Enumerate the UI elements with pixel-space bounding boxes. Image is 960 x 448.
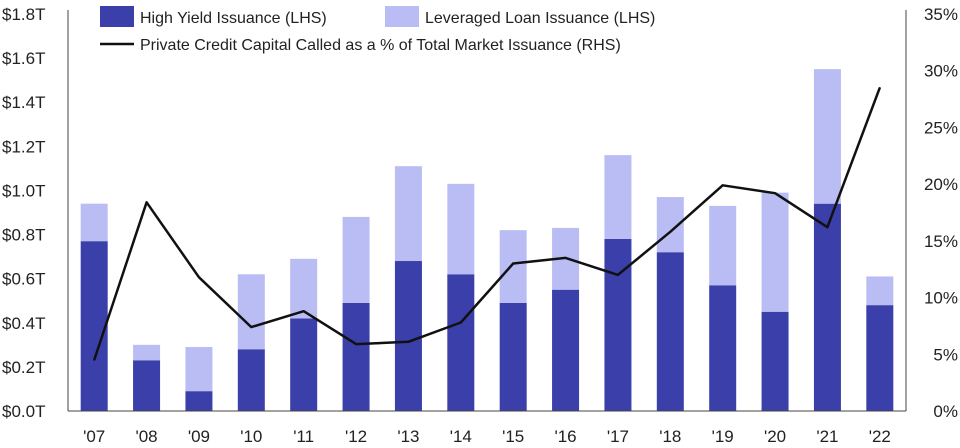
x-tick-label: '14 [450, 427, 472, 446]
bar-high-yield-3 [237, 349, 265, 411]
bar-leveraged-loan-14 [813, 69, 841, 204]
y-left-tick-label: $0.8T [2, 226, 45, 245]
bar-high-yield-10 [604, 238, 632, 411]
y-right-tick-label: 25% [924, 118, 958, 137]
x-tick-label: '17 [607, 427, 629, 446]
bar-high-yield-11 [656, 252, 684, 411]
legend-label-leveraged-loan: Leveraged Loan Issuance (LHS) [425, 10, 655, 27]
y-left-tick-label: $0.2T [2, 358, 45, 377]
y-right-tick-label: 15% [924, 232, 958, 251]
point-private-credit-8 [512, 262, 514, 265]
y-left-tick-label: $1.4T [2, 93, 45, 112]
bar-high-yield-12 [709, 285, 737, 411]
axes-group [67, 10, 907, 412]
point-private-credit-3 [250, 326, 253, 328]
y-left-tick-label: $1.8T [2, 5, 45, 24]
bar-leveraged-loan-13 [761, 192, 789, 312]
legend: High Yield Issuance (LHS) Leveraged Loan… [100, 6, 655, 54]
bar-leveraged-loan-12 [709, 205, 737, 286]
point-private-credit-10 [617, 274, 619, 276]
bar-leveraged-loan-6 [394, 166, 422, 262]
bar-high-yield-14 [813, 203, 841, 411]
x-tick-label: '21 [816, 427, 838, 446]
bar-high-yield-13 [761, 311, 789, 411]
x-tick-label: '22 [869, 427, 891, 446]
bar-leveraged-loan-3 [237, 274, 265, 350]
bar-leveraged-loan-4 [290, 258, 318, 319]
x-tick-label: '10 [240, 427, 262, 446]
bar-high-yield-0 [80, 241, 108, 411]
legend-swatch-leveraged-loan [385, 6, 419, 27]
point-private-credit-14 [826, 226, 829, 229]
y-right-tick-label: 5% [933, 345, 958, 364]
point-private-credit-7 [460, 321, 462, 324]
bar-high-yield-6 [394, 261, 422, 411]
bar-leveraged-loan-5 [342, 216, 370, 303]
tick-labels-group: $0.0T $0.2T $0.4T $0.6T $0.8T $1.0T $1.2T $1.4T… [2, 5, 958, 446]
y-right-tick-label: 35% [924, 5, 958, 24]
y-right-tick-label: 30% [924, 62, 958, 81]
x-tick-label: '11 [293, 427, 314, 446]
y-left-tick-label: $1.0T [2, 181, 45, 200]
point-private-credit-11 [669, 230, 672, 233]
bar-leveraged-loan-2 [185, 347, 213, 392]
y-right-tick-label: 0% [933, 402, 958, 421]
x-tick-label: '12 [345, 427, 367, 446]
bar-leveraged-loan-15 [866, 276, 894, 306]
x-tick-label: '16 [554, 427, 576, 446]
bar-leveraged-loan-1 [133, 344, 161, 361]
point-private-credit-9 [564, 257, 567, 259]
y-left-tick-label: $1.6T [2, 49, 45, 68]
line-private-credit [93, 87, 881, 361]
point-private-credit-13 [774, 192, 776, 195]
y-right-tick-label: 10% [924, 289, 958, 308]
bar-leveraged-loan-0 [80, 203, 108, 242]
point-private-credit-15 [879, 86, 881, 89]
legend-label-high-yield: High Yield Issuance (LHS) [140, 10, 327, 27]
legend-swatch-high-yield [100, 6, 134, 27]
x-tick-label: '20 [764, 427, 786, 446]
x-tick-label: '13 [397, 427, 419, 446]
bar-high-yield-2 [185, 391, 213, 411]
x-tick-label: '18 [659, 427, 681, 446]
y-right-tick-label: 20% [924, 175, 958, 194]
point-private-credit-4 [302, 310, 305, 312]
x-tick-label: '19 [712, 427, 734, 446]
bar-high-yield-8 [499, 302, 527, 411]
x-tick-label: '15 [502, 427, 524, 446]
y-left-tick-label: $0.0T [2, 402, 45, 421]
bar-leveraged-loan-7 [447, 183, 475, 275]
bar-high-yield-7 [447, 274, 475, 411]
point-private-credit-12 [721, 184, 724, 187]
bars-group [80, 69, 894, 411]
bar-high-yield-1 [133, 360, 161, 411]
x-tick-label: '08 [135, 427, 157, 446]
bar-leveraged-loan-8 [499, 230, 527, 303]
y-left-tick-label: $0.4T [2, 314, 45, 333]
bar-leveraged-loan-10 [604, 155, 632, 239]
bar-high-yield-5 [342, 302, 370, 411]
point-private-credit-0 [93, 359, 95, 361]
bar-high-yield-4 [290, 318, 318, 411]
bar-high-yield-9 [552, 289, 580, 411]
point-private-credit-1 [145, 201, 148, 204]
point-private-credit-2 [198, 276, 200, 278]
x-tick-label: '09 [188, 427, 210, 446]
line-series-group [93, 86, 881, 361]
point-private-credit-6 [407, 341, 410, 343]
point-private-credit-5 [355, 343, 357, 345]
y-left-tick-label: $0.6T [2, 270, 45, 289]
bar-high-yield-15 [866, 305, 894, 411]
legend-label-private-credit: Private Credit Capital Called as a % of … [140, 37, 621, 54]
y-left-tick-label: $1.2T [2, 137, 45, 156]
x-tick-label: '07 [83, 427, 105, 446]
